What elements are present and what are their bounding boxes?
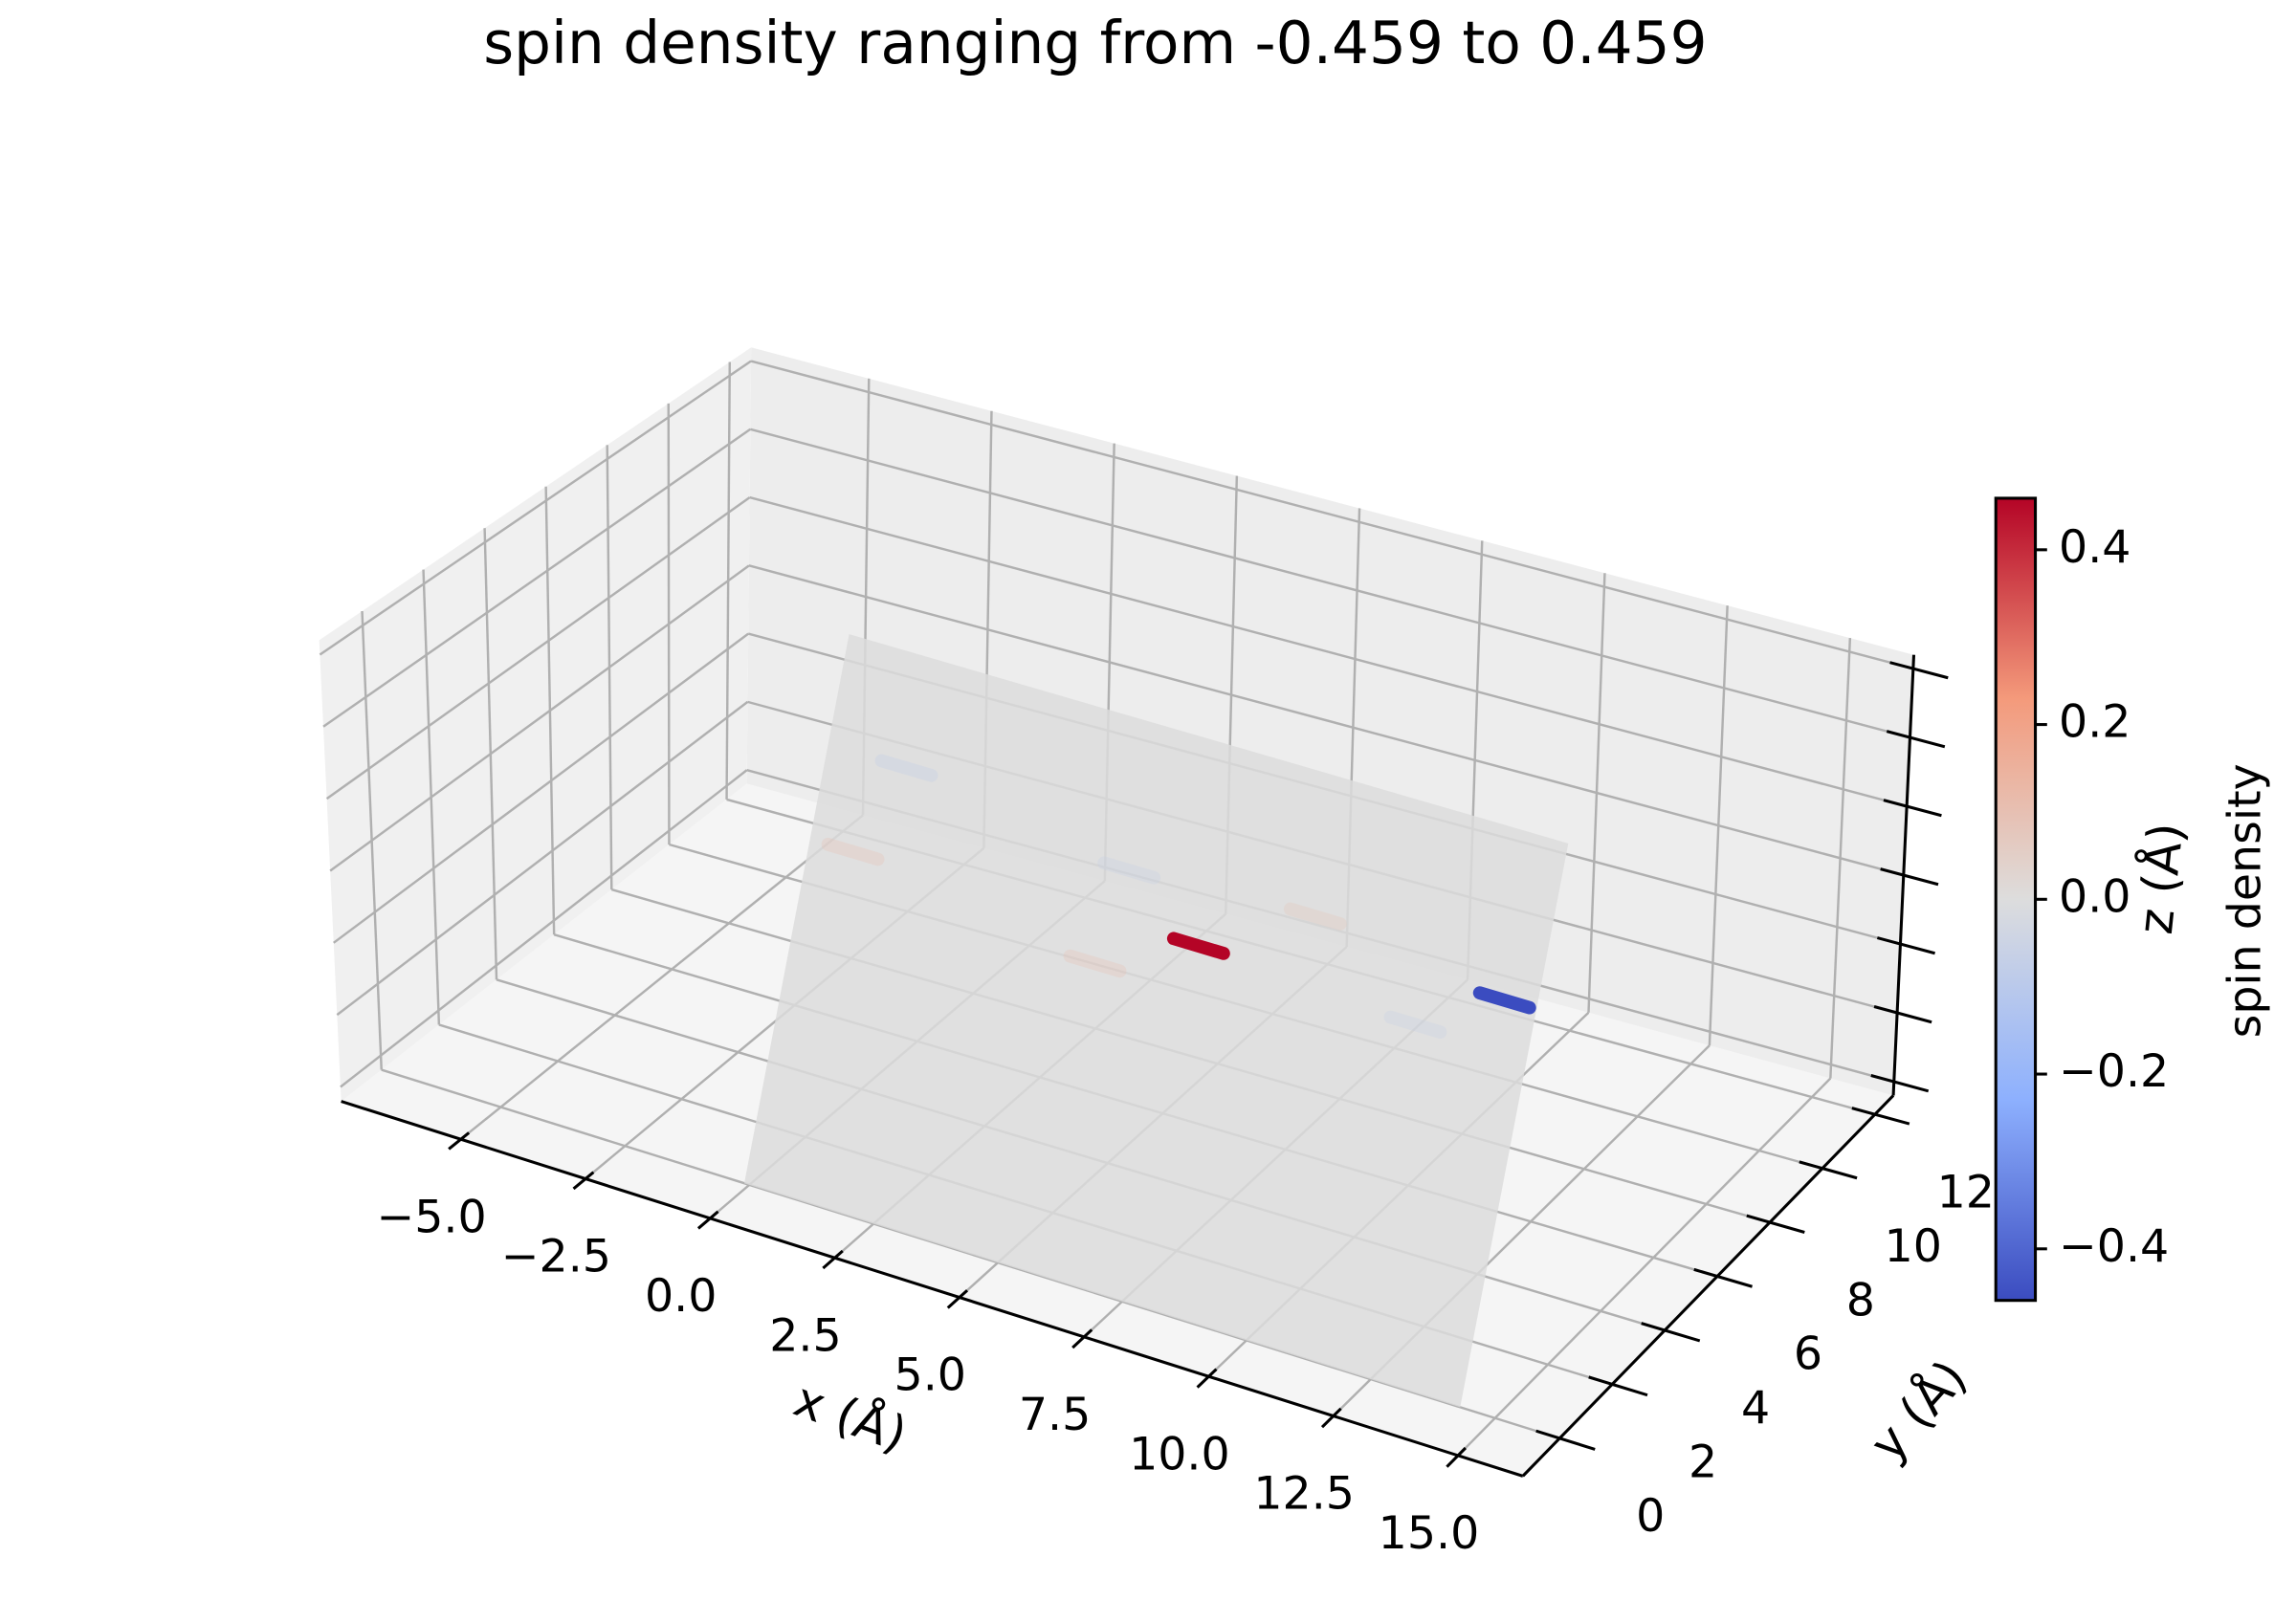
grid-line	[748, 564, 1905, 877]
tick-mark	[696, 1210, 719, 1230]
colorbar-label: spin density	[2219, 763, 2271, 1038]
tick-mark	[572, 1171, 595, 1191]
grid-line	[322, 428, 752, 728]
tick-mark	[1870, 1074, 1930, 1093]
density-spot	[821, 837, 885, 866]
grid-line	[325, 496, 751, 800]
tick-mark	[1799, 1160, 1858, 1180]
x-tick-label: 10.0	[1129, 1428, 1230, 1480]
tick-mark	[1320, 1407, 1342, 1429]
grid-line	[750, 428, 1910, 739]
density-spot	[1063, 949, 1127, 978]
tick-mark	[1883, 799, 1942, 818]
tick-mark	[1889, 661, 1949, 680]
tick-mark	[1876, 936, 1935, 955]
grid-line	[749, 495, 1908, 808]
y-tick-label: 0	[1636, 1490, 1665, 1543]
tick-mark	[946, 1289, 969, 1309]
density-spot	[1097, 856, 1161, 885]
density-spot	[1166, 932, 1230, 960]
x-tick-label: 15.0	[1379, 1507, 1480, 1560]
x-tick-label: −2.5	[501, 1231, 611, 1283]
y-tick-label: 2	[1689, 1437, 1717, 1489]
density-spot	[1472, 986, 1536, 1015]
surface	[744, 634, 1569, 1408]
grid-line	[336, 700, 749, 1017]
y-axis-label: y (Å)	[1859, 1349, 1977, 1473]
grid-line	[750, 360, 1914, 670]
tick-mark	[1693, 1267, 1753, 1288]
tick-mark	[1851, 1107, 1910, 1126]
density-spot	[874, 754, 938, 782]
left-pane	[319, 347, 752, 1102]
tick-mark	[1873, 1005, 1932, 1024]
grid-line	[333, 632, 749, 944]
grid-line	[340, 769, 748, 1088]
grid-line	[1457, 1077, 1832, 1457]
chart-title: spin density ranging from -0.459 to 0.45…	[483, 10, 1707, 77]
axis-line	[341, 1100, 1524, 1478]
colorbar-tick-label: 0.2	[2059, 696, 2130, 749]
tick-mark	[1880, 867, 1939, 887]
tick-mark	[448, 1131, 471, 1151]
tick-mark	[1588, 1375, 1648, 1397]
tick-mark	[1641, 1322, 1701, 1343]
x-tick-label: −5.0	[377, 1191, 487, 1243]
y-tick-label: 8	[1846, 1274, 1875, 1327]
y-tick-label: 12	[1937, 1166, 1995, 1218]
x-tick-label: 7.5	[1019, 1389, 1091, 1441]
tick-mark	[1535, 1429, 1596, 1451]
grid-line	[459, 814, 864, 1141]
colorbar-tick-label: 0.0	[2059, 870, 2130, 923]
colorbar-tick-label: −0.4	[2059, 1220, 2169, 1273]
tick-mark	[1746, 1214, 1805, 1234]
z-axis-label: z (Å)	[2127, 820, 2195, 936]
density-spot	[1383, 1010, 1447, 1040]
x-tick-label: 2.5	[769, 1309, 841, 1362]
axis-line	[1521, 1094, 1895, 1478]
tick-mark	[1886, 730, 1946, 749]
x-tick-label: 0.0	[645, 1270, 717, 1323]
grid-line	[329, 564, 750, 872]
x-tick-label: 5.0	[894, 1349, 966, 1402]
tick-mark	[1446, 1446, 1467, 1468]
grid-line	[319, 360, 752, 656]
density-spot	[1283, 902, 1347, 931]
x-tick-label: 12.5	[1253, 1468, 1355, 1521]
y-tick-label: 10	[1885, 1220, 1942, 1273]
y-tick-label: 6	[1794, 1328, 1822, 1381]
colorbar	[1994, 496, 2038, 1303]
y-tick-label: 4	[1741, 1382, 1770, 1435]
tick-mark	[822, 1249, 844, 1270]
tick-mark	[1071, 1328, 1093, 1349]
colorbar-tick-label: −0.2	[2059, 1045, 2169, 1098]
tick-mark	[1196, 1368, 1218, 1389]
colorbar-tick-label: 0.4	[2059, 521, 2130, 574]
